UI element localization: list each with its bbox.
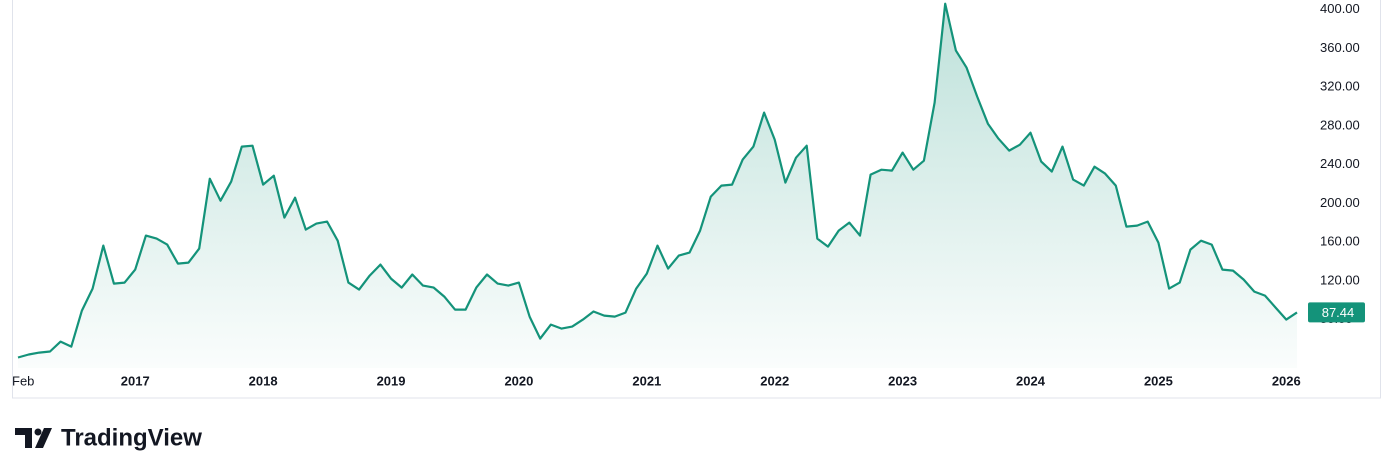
x-tick-label: Feb: [12, 373, 34, 388]
logo-mark: [15, 428, 32, 448]
area: [18, 3, 1297, 368]
y-tick-label: 200.00: [1320, 195, 1360, 210]
y-tick-label: 320.00: [1320, 79, 1360, 94]
y-tick-label: 160.00: [1320, 234, 1360, 249]
last-value-box: [1308, 302, 1365, 323]
line: [17, 2, 1298, 359]
x-tick-label: 2024: [1016, 373, 1046, 388]
x-tick-label: 2026: [1272, 373, 1301, 388]
logo: TradingView: [15, 424, 202, 451]
logo-dot: [34, 428, 42, 436]
y-tick-label: 280.00: [1320, 117, 1360, 132]
brand: TradingView: [61, 424, 202, 451]
y-tick-label: 360.00: [1320, 40, 1360, 55]
y-tick-label: 240.00: [1320, 156, 1360, 171]
chart-frame: [12, 0, 1381, 399]
x-tick-label: 2020: [504, 373, 533, 388]
x-tick-label: 2023: [888, 373, 917, 388]
x-tick-label: 2022: [760, 373, 789, 388]
x-tick-label: 2021: [632, 373, 661, 388]
x-tick-label: 2019: [377, 373, 406, 388]
logo-slash: [35, 428, 52, 448]
plot-area: 80.00120.00160.00200.00240.00280.00320.0…: [12, 1, 1365, 388]
x-tick-label: 2017: [121, 373, 150, 388]
last-value-label: 87.44: [1322, 305, 1355, 320]
y-tick-label: 120.00: [1320, 272, 1360, 287]
y-tick-label: 400.00: [1320, 1, 1360, 16]
x-tick-label: 2018: [249, 373, 278, 388]
x-tick-label: 2025: [1144, 373, 1173, 388]
